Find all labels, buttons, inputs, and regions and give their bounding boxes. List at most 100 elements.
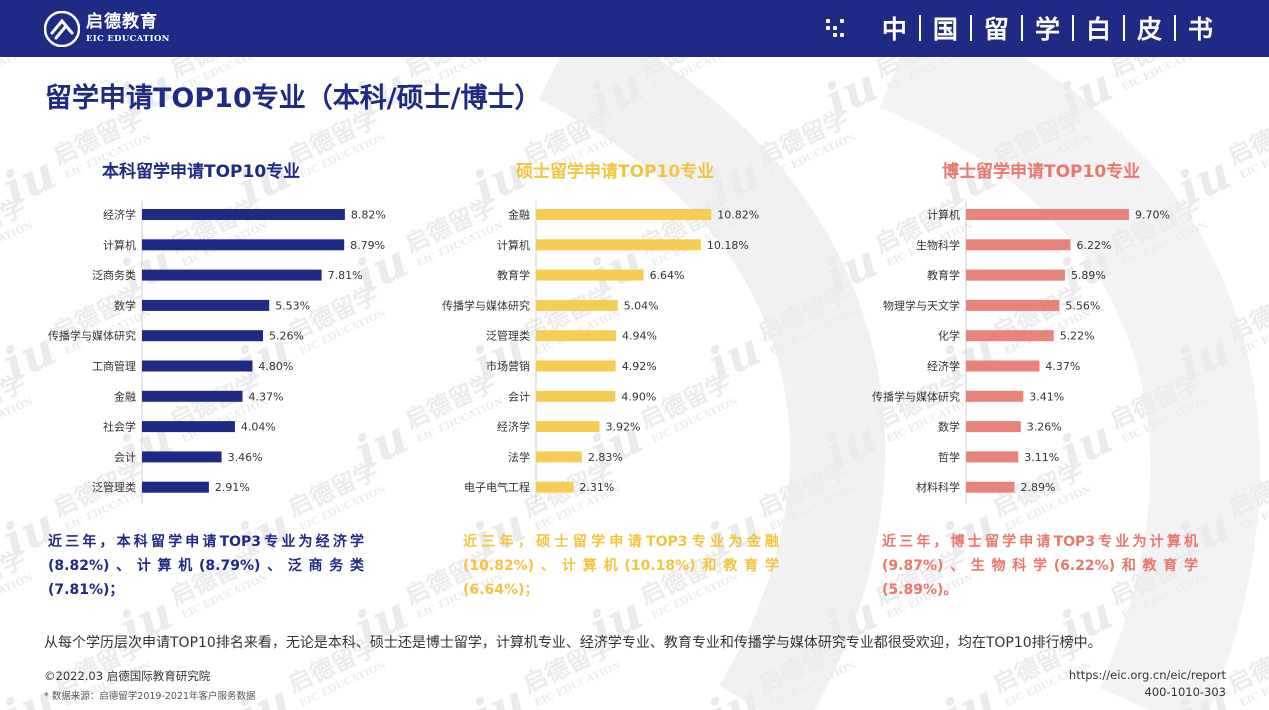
- bar: [966, 421, 1021, 433]
- bar: [142, 390, 243, 402]
- phd-bar-chart: 计算机 9.70% 生物科学 6.22% 教育学 5.89% 物理学与天文学 5.56% 化学 5…: [872, 201, 1170, 504]
- logo: 启德教育 EIC EDUCATION: [43, 9, 170, 49]
- series-title-chars: 中国留学白皮书: [870, 10, 1225, 46]
- category-label: 泛管理类: [486, 329, 530, 343]
- bar: [966, 330, 1054, 342]
- value-label: 4.90%: [621, 390, 656, 403]
- value-label: 5.56%: [1065, 299, 1100, 312]
- master-chart-title: 硕士留学申请TOP10专业: [516, 162, 715, 182]
- bar: [142, 269, 322, 281]
- value-label: 3.41%: [1029, 390, 1064, 403]
- bar: [142, 330, 263, 342]
- value-label: 3.92%: [606, 421, 641, 434]
- value-label: 3.26%: [1027, 421, 1062, 434]
- bar: [536, 209, 712, 220]
- value-label: 4.92%: [622, 360, 657, 373]
- category-label: 金融: [114, 389, 136, 403]
- report-url[interactable]: https://eic.org.cn/eic/report: [1068, 668, 1226, 682]
- category-label: 哲学: [938, 450, 960, 464]
- value-label: 3.11%: [1024, 451, 1059, 464]
- bachelor-summary: 近三年，本科留学申请TOP3专业为经济学(8.82%)、计算机(8.79%)、泛…: [48, 534, 364, 598]
- logo-cn-text: 启德教育: [86, 12, 158, 33]
- series-title-separator: [1020, 15, 1023, 41]
- series-title-char: 中: [881, 15, 907, 44]
- bar: [966, 299, 1060, 311]
- category-label: 物理学与天文学: [883, 298, 960, 312]
- category-label: 计算机: [497, 238, 530, 252]
- series-title-separator: [1173, 15, 1176, 41]
- value-label: 6.64%: [650, 269, 685, 282]
- category-label: 计算机: [927, 208, 960, 222]
- value-label: 2.31%: [579, 481, 614, 494]
- category-label: 计算机: [103, 238, 136, 252]
- background-arcs: [538, 57, 1261, 710]
- value-label: 4.37%: [1045, 360, 1080, 373]
- category-label: 教育学: [497, 268, 530, 282]
- series-title-char: 书: [1187, 15, 1213, 44]
- bar: [142, 451, 222, 463]
- series-title-separator: [1071, 15, 1074, 41]
- value-label: 5.26%: [269, 330, 304, 343]
- series-title-separator: [969, 15, 972, 41]
- bar: [966, 451, 1019, 463]
- category-label: 法学: [508, 450, 530, 464]
- bar: [142, 421, 235, 433]
- category-label: 传播学与媒体研究: [872, 389, 960, 403]
- value-label: 9.70%: [1135, 209, 1170, 222]
- series-title-char: 留: [983, 15, 1009, 44]
- category-label: 电子电气工程: [464, 480, 530, 494]
- value-label: 2.83%: [588, 451, 623, 464]
- value-label: 2.91%: [215, 481, 250, 494]
- bar: [966, 360, 1040, 372]
- bar: [536, 299, 618, 311]
- bar: [536, 330, 617, 342]
- category-label: 工商管理: [92, 359, 136, 373]
- bar: [142, 481, 209, 493]
- value-label: 5.89%: [1071, 269, 1106, 282]
- data-source-note: * 数据来源：启德留学2019-2021年客户服务数据: [44, 691, 256, 702]
- master-bar-chart: 金融 10.82% 计算机 10.18% 教育学 6.64% 传播学与媒体研究 5.04% 泛管…: [442, 201, 759, 504]
- value-label: 4.94%: [622, 330, 657, 343]
- bar: [142, 209, 345, 220]
- bachelor-bar-chart: 经济学 8.82% 计算机 8.79% 泛商务类 7.81% 数学 5.53% 传播学与媒体研究…: [48, 201, 386, 504]
- category-label: 经济学: [103, 208, 136, 222]
- value-label: 6.22%: [1076, 239, 1111, 252]
- category-label: 经济学: [927, 359, 960, 373]
- copyright: ©2022.03 启德国际教育研究院: [44, 669, 211, 683]
- category-label: 教育学: [927, 268, 960, 282]
- bar: [966, 239, 1071, 251]
- bar: [142, 299, 270, 311]
- series-title-char: 学: [1034, 15, 1060, 44]
- category-label: 数学: [114, 298, 136, 312]
- header-bar: 启德教育 EIC EDUCATION 中国留学白皮书: [0, 0, 1269, 57]
- category-label: 泛商务类: [92, 268, 136, 282]
- series-title-separator: [1122, 15, 1125, 41]
- bar: [142, 360, 253, 372]
- bar: [142, 239, 345, 251]
- bachelor-chart-title: 本科留学申请TOP10专业: [102, 162, 301, 182]
- value-label: 10.82%: [717, 209, 759, 222]
- phd-summary: 近三年，博士留学申请TOP3专业为计算机(9.87%)、生物科学(6.22%)和…: [882, 534, 1198, 598]
- phd-chart-title: 博士留学申请TOP10专业: [942, 162, 1141, 182]
- category-label: 数学: [938, 420, 960, 434]
- category-label: 金融: [508, 208, 530, 222]
- bar: [536, 451, 582, 463]
- bar: [536, 421, 600, 433]
- value-label: 7.81%: [328, 269, 363, 282]
- bar: [536, 360, 616, 372]
- category-label: 经济学: [497, 420, 530, 434]
- category-label: 传播学与媒体研究: [442, 298, 530, 312]
- category-label: 市场营销: [486, 359, 530, 373]
- value-label: 4.04%: [241, 421, 276, 434]
- category-label: 会计: [508, 390, 530, 403]
- category-label: 会计: [114, 451, 136, 464]
- phone-number: 400-1010-303: [1144, 685, 1226, 699]
- series-title-char: 皮: [1136, 15, 1162, 44]
- bar: [536, 239, 701, 251]
- watermark-en-text: EIC EDUCATION: [0, 57, 35, 93]
- value-label: 3.46%: [228, 451, 263, 464]
- category-label: 传播学与媒体研究: [48, 329, 136, 343]
- category-label: 泛管理类: [92, 480, 136, 494]
